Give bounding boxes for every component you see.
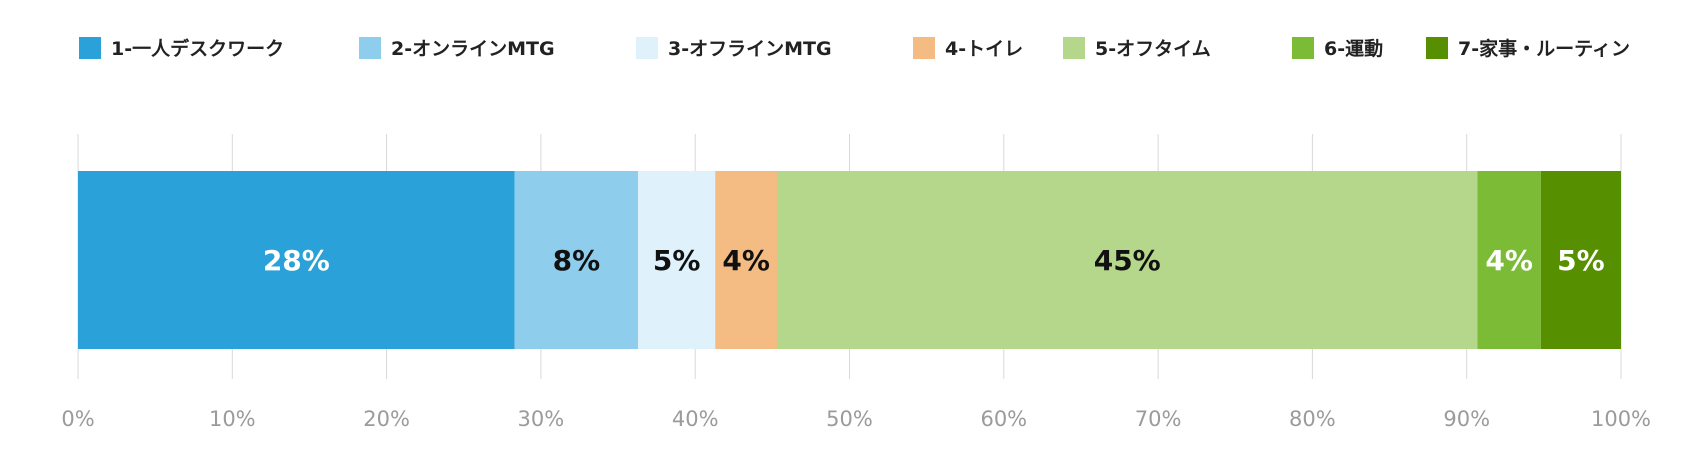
x-tick-label: 40% — [672, 407, 719, 431]
bar-segment — [776, 171, 1478, 349]
legend-swatch — [1426, 37, 1448, 59]
bar-segment — [638, 171, 716, 349]
legend-swatch — [359, 37, 381, 59]
bar-layer: 28% 8% 5% 4% 45% 4% 5% — [78, 171, 1621, 349]
segment-data-label: 8% — [553, 244, 601, 277]
legend-label: 4-トイレ — [945, 38, 1023, 60]
legend-item: 7-家事・ルーティン — [1426, 37, 1630, 60]
bar-segment — [715, 171, 777, 349]
x-tick-label: 60% — [980, 407, 1027, 431]
bar-segment — [78, 171, 515, 349]
x-tick-label: 20% — [363, 407, 410, 431]
x-tick-label: 10% — [209, 407, 256, 431]
x-tick-label: 30% — [518, 407, 565, 431]
bar-segment — [514, 171, 639, 349]
legend-swatch — [79, 37, 101, 59]
legend-swatch — [1063, 37, 1085, 59]
legend-label: 7-家事・ルーティン — [1458, 37, 1630, 60]
bar-segment — [1477, 171, 1541, 349]
legend-item: 6-運動 — [1292, 37, 1383, 60]
legend: 1-一人デスクワーク 2-オンラインMTG 3-オフラインMTG 4-トイレ 5-オフタ… — [79, 37, 1630, 60]
legend-swatch — [636, 37, 658, 59]
legend-item: 2-オンラインMTG — [359, 37, 555, 60]
legend-label: 5-オフタイム — [1095, 38, 1211, 60]
segment-data-label: 28% — [263, 244, 330, 277]
legend-item: 3-オフラインMTG — [636, 37, 832, 60]
x-tick-label: 80% — [1289, 407, 1336, 431]
legend-item: 1-一人デスクワーク — [79, 37, 284, 60]
x-tick-label: 70% — [1135, 407, 1182, 431]
legend-swatch — [1292, 37, 1314, 59]
segment-data-label: 4% — [722, 244, 770, 277]
legend-label: 3-オフラインMTG — [668, 38, 832, 60]
legend-label: 1-一人デスクワーク — [111, 37, 284, 60]
x-tick-label: 90% — [1443, 407, 1490, 431]
segment-data-label: 5% — [653, 244, 701, 277]
x-tick-label: 100% — [1591, 407, 1651, 431]
x-tick-label: 50% — [826, 407, 873, 431]
legend-swatch — [913, 37, 935, 59]
bar-segment — [1540, 171, 1621, 349]
legend-item: 5-オフタイム — [1063, 37, 1211, 60]
segment-data-label: 45% — [1094, 244, 1161, 277]
segment-data-label: 5% — [1557, 244, 1605, 277]
x-tick-label: 0% — [61, 407, 94, 431]
legend-item: 4-トイレ — [913, 37, 1023, 60]
legend-label: 2-オンラインMTG — [391, 38, 555, 60]
legend-label: 6-運動 — [1324, 38, 1383, 60]
segment-data-label: 4% — [1485, 244, 1533, 277]
x-axis-ticks: 0% 10% 20% 30% 40% 50% 60% 70% 80% 90% 100% — [61, 407, 1651, 431]
